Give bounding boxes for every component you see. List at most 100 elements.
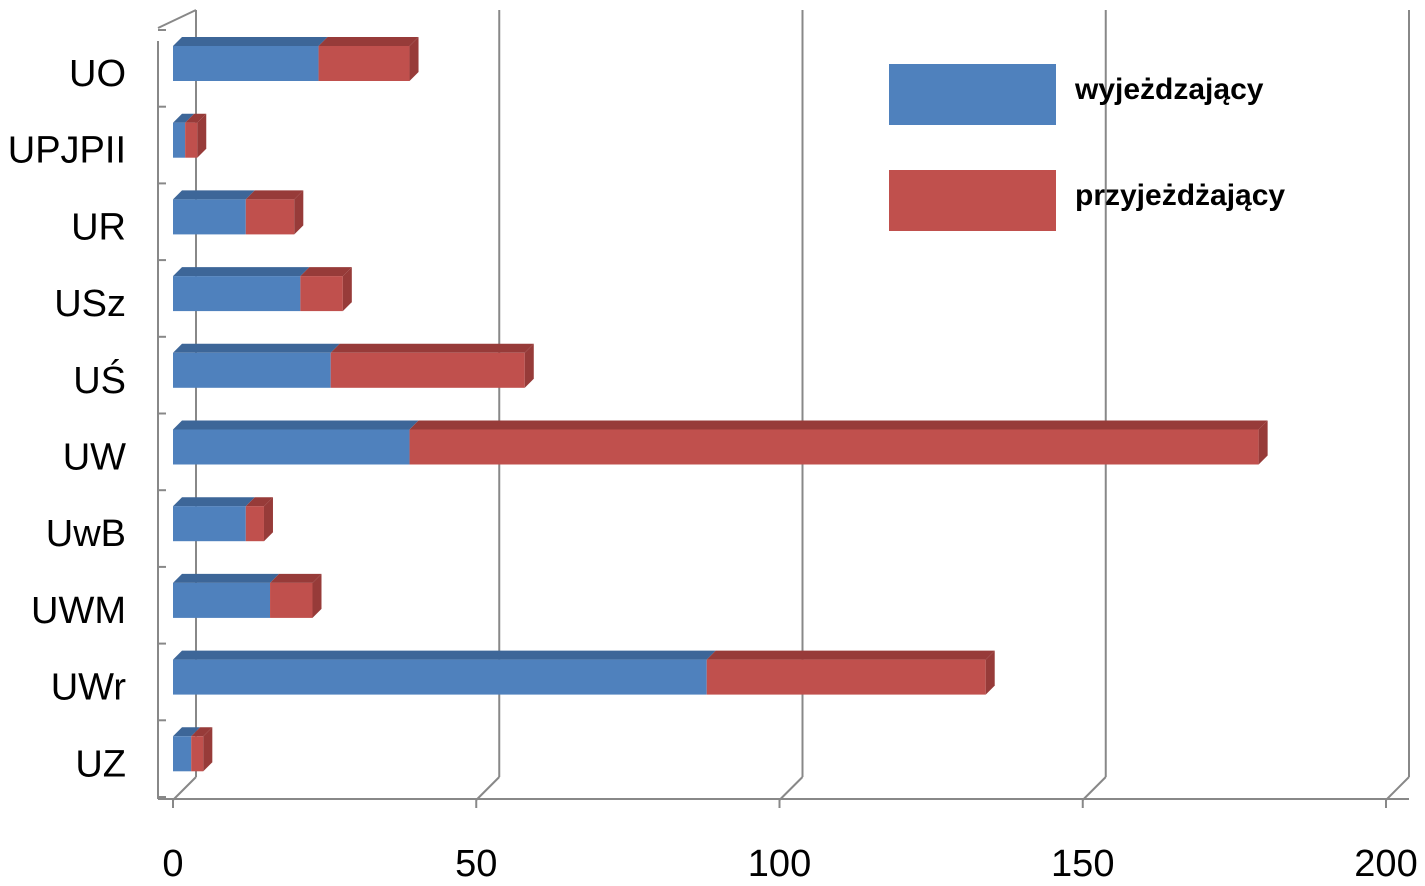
bar-front-face bbox=[173, 276, 301, 312]
bar-side-face bbox=[203, 727, 213, 772]
bar-top-face bbox=[173, 37, 328, 46]
bar-side-face bbox=[342, 267, 352, 312]
bar-top-face bbox=[245, 190, 304, 200]
category-label: UR bbox=[71, 206, 126, 248]
bar-top-face bbox=[270, 573, 322, 583]
bar-UPJPII-series-2 bbox=[185, 113, 207, 158]
legend-label: wyjeżdzający bbox=[1074, 73, 1264, 106]
bar-front-face bbox=[706, 659, 986, 695]
category-label: UwB bbox=[46, 513, 126, 555]
bar-front-face bbox=[173, 352, 331, 388]
x-tick-labels: 0 50 100 150 200 bbox=[162, 843, 1417, 885]
category-label: UWM bbox=[31, 590, 126, 632]
bar-UR-series-1 bbox=[173, 190, 255, 235]
category-label: USz bbox=[54, 283, 126, 325]
bar-front-face bbox=[173, 122, 186, 158]
category-label: UW bbox=[63, 437, 126, 479]
bar-USz-series-1 bbox=[173, 267, 310, 312]
bar-UŚ-series-1 bbox=[173, 343, 340, 388]
legend: wyjeżdzający przyjeżdżający bbox=[889, 64, 1285, 231]
bar-side-face bbox=[985, 650, 995, 695]
bar-top-face bbox=[173, 267, 310, 277]
bar-UZ-series-2 bbox=[191, 727, 213, 772]
bar-front-face bbox=[185, 122, 198, 158]
bar-UWr-series-1 bbox=[173, 650, 716, 695]
bar-front-face bbox=[270, 582, 313, 618]
bar-top-face bbox=[191, 727, 213, 737]
bar-side-face bbox=[409, 37, 419, 81]
bar-UwB-series-1 bbox=[173, 497, 255, 542]
legend-swatch bbox=[889, 170, 1056, 231]
legend-swatch bbox=[889, 64, 1056, 125]
bar-top-face bbox=[318, 37, 419, 46]
bar-side-face bbox=[294, 190, 304, 235]
bar-UW-series-2 bbox=[409, 420, 1268, 465]
bar-UŚ-series-2 bbox=[330, 343, 534, 388]
bar-top-face bbox=[409, 420, 1268, 430]
bar-top-face bbox=[173, 573, 280, 583]
bar-USz-series-2 bbox=[300, 267, 352, 312]
bar-front-face bbox=[245, 199, 295, 235]
category-label: UZ bbox=[75, 743, 126, 785]
gridlines bbox=[172, 10, 1410, 808]
bar-front-face bbox=[409, 429, 1259, 465]
bar-front-face bbox=[173, 429, 410, 465]
bar-side-face bbox=[524, 343, 534, 388]
gridline-floor bbox=[1385, 776, 1410, 801]
bar-front-face bbox=[245, 506, 264, 542]
bar-top-face bbox=[173, 650, 716, 660]
bar-top-face bbox=[300, 267, 352, 277]
category-label: UŚ bbox=[73, 357, 126, 402]
bar-front-face bbox=[173, 659, 707, 695]
category-label: UO bbox=[69, 53, 126, 95]
bar-side-face bbox=[1258, 420, 1268, 465]
x-tick-label: 0 bbox=[162, 843, 183, 881]
bar-front-face bbox=[300, 276, 343, 312]
bar-top-face bbox=[706, 650, 995, 660]
bar-UWM-series-1 bbox=[173, 573, 280, 618]
bar-side-face bbox=[312, 573, 322, 618]
x-tick-label: 150 bbox=[1051, 843, 1114, 881]
x-tick-label: 200 bbox=[1354, 843, 1417, 881]
bar-top-face bbox=[173, 343, 340, 353]
bar-top-face bbox=[173, 113, 195, 123]
bar-UWr-series-2 bbox=[706, 650, 995, 695]
bar-front-face bbox=[173, 199, 246, 235]
bar-front-face bbox=[173, 736, 192, 772]
gridline-floor bbox=[172, 776, 197, 801]
x-tick-label: 100 bbox=[748, 843, 811, 881]
bar-front-face bbox=[173, 46, 319, 81]
category-label: UWr bbox=[51, 667, 127, 709]
bar-front-face bbox=[191, 736, 204, 772]
y-axis-top-edge bbox=[157, 9, 197, 29]
bar-UO-series-2 bbox=[318, 37, 419, 81]
legend-item-2: przyjeżdżający bbox=[889, 170, 1285, 231]
legend-label: przyjeżdżający bbox=[1075, 179, 1285, 212]
bar-UwB-series-2 bbox=[245, 497, 273, 542]
bar-side-face bbox=[197, 113, 207, 158]
category-label: UPJPII bbox=[8, 130, 126, 172]
gridline-floor bbox=[778, 776, 804, 801]
gridline-floor bbox=[475, 776, 500, 801]
bar-top-face bbox=[173, 727, 201, 737]
bar-top-face bbox=[173, 190, 255, 200]
x-tick-label: 50 bbox=[455, 843, 497, 881]
bar-UZ-series-1 bbox=[173, 727, 201, 772]
category-labels: UO UPJPII UR USz UŚ UW UwB UWM UWr UZ bbox=[8, 53, 127, 785]
bar-UW-series-1 bbox=[173, 420, 419, 465]
gridline-floor bbox=[1082, 776, 1107, 801]
bar-front-face bbox=[173, 506, 246, 542]
legend-item-1: wyjeżdzający bbox=[889, 64, 1264, 125]
bar-top-face bbox=[245, 497, 273, 507]
bar-front-face bbox=[330, 352, 525, 388]
bar-top-face bbox=[330, 343, 534, 353]
bar-front-face bbox=[318, 46, 410, 81]
bar-top-face bbox=[173, 420, 419, 430]
bar-UO-series-1 bbox=[173, 37, 328, 81]
bar-UPJPII-series-1 bbox=[173, 113, 195, 158]
bar-top-face bbox=[173, 497, 255, 507]
bar-side-face bbox=[263, 497, 273, 542]
bar-front-face bbox=[173, 582, 271, 618]
